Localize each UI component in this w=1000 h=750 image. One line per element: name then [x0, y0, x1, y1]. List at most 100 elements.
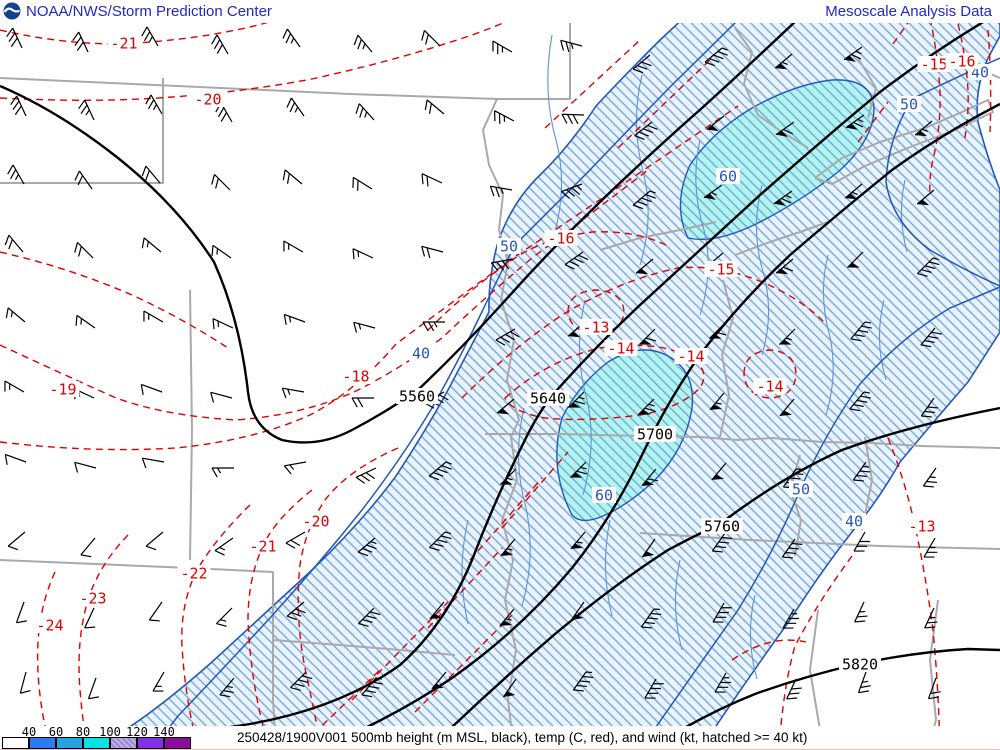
wind-barb [141, 26, 159, 47]
wind-barb [560, 183, 583, 199]
wind-barb [290, 671, 313, 691]
contour-label: -19 [49, 381, 76, 399]
wind-barb [148, 601, 163, 622]
wind-barb [140, 383, 163, 395]
contour-label: -15 [920, 56, 947, 74]
wind-barb [145, 531, 164, 551]
state-border-line [0, 77, 498, 100]
temp-contour-line [469, 477, 543, 561]
state-border-line [809, 609, 821, 727]
temp-contour-line [78, 534, 129, 727]
wind-barb [355, 103, 375, 121]
wind-barb [845, 114, 865, 130]
state-border-line [929, 599, 939, 727]
wind-barb [428, 461, 452, 481]
contour-label: 60 [595, 487, 613, 505]
temp-contour-line [501, 451, 569, 529]
wind-barbs [4, 26, 942, 700]
scale-box [110, 737, 137, 749]
temp-contour-line [929, 23, 941, 193]
state-border-line [0, 78, 164, 184]
temp-contour-line [297, 447, 399, 727]
wind-barb [283, 313, 306, 325]
contour-label: -14 [607, 340, 634, 358]
wind-barb [422, 321, 445, 332]
wind-barb [216, 607, 233, 627]
scale-box [137, 737, 164, 749]
wind-barb [496, 398, 515, 415]
temp-contour-line [617, 57, 713, 149]
isotach-line [885, 57, 1000, 287]
contour-label: 5640 [530, 390, 566, 408]
wind-barb [914, 120, 933, 137]
wind-barb [283, 461, 307, 475]
wind-barb [632, 190, 656, 210]
temp-contour-line [0, 251, 229, 349]
wind-barb [640, 608, 662, 629]
wind-barb [632, 54, 652, 74]
temp-contour-line [544, 39, 641, 129]
contour-label: -20 [302, 513, 329, 531]
state-border-line [272, 639, 456, 656]
state-border-line [734, 221, 829, 256]
wind-barb [781, 538, 803, 559]
wind-barb [7, 164, 25, 185]
temp-contour-line [957, 23, 969, 143]
header-right-link[interactable]: Mesoscale Analysis Data [825, 3, 992, 20]
temp-contour-line [247, 489, 313, 727]
wind-barb [639, 328, 657, 345]
contour-label: 60 [719, 168, 737, 186]
wind-barb [490, 258, 514, 272]
wind-barb [352, 248, 374, 260]
contour-label: -14 [756, 378, 783, 396]
contour-label: 50 [500, 238, 518, 256]
temp-contour-line [987, 29, 992, 133]
wind-barb [143, 310, 164, 323]
wind-barb [570, 531, 586, 550]
wind-barb [75, 314, 96, 329]
wind-speed-scale: 40 60 80 100 120 140 [0, 725, 235, 750]
wind-barb [916, 189, 935, 206]
contour-label: -21 [110, 35, 137, 53]
wind-barb [282, 28, 301, 48]
temp-contour-line [36, 571, 56, 727]
wind-barb [152, 671, 165, 692]
header-title-link[interactable]: NOAA/NWS/Storm Prediction Center [26, 3, 272, 20]
wind-barb [644, 678, 664, 699]
contour-label: -16 [948, 53, 975, 71]
noaa-logo-icon[interactable] [3, 2, 21, 20]
map-caption: 250428/1900V001 500mb height (m MSL, bla… [237, 730, 808, 745]
wind-barb [847, 251, 864, 268]
wind-barb [568, 391, 586, 408]
wind-barb [283, 240, 304, 253]
contour-labels: 4050504060605040-21-20-19-18-20-21-22-23… [33, 35, 992, 674]
contour-label: 40 [845, 513, 863, 531]
state-border-line [857, 57, 877, 119]
wind-barb [4, 453, 27, 465]
wind-barb [917, 257, 940, 277]
height-contour-line [683, 647, 1000, 727]
wind-barb [493, 110, 515, 124]
wind-barb [779, 328, 796, 345]
wind-barb [10, 95, 27, 117]
wind-barb [922, 467, 938, 488]
state-border-line [189, 289, 193, 561]
scale-tick-label: 140 [153, 725, 175, 739]
contour-label: 50 [900, 96, 918, 114]
contour-label: -13 [908, 518, 935, 536]
state-border-line [719, 279, 734, 438]
temp-contour-line [887, 437, 940, 727]
wind-barb [850, 321, 872, 342]
wind-barb [775, 121, 795, 137]
wind-barb [74, 461, 97, 473]
wind-barb [495, 328, 520, 346]
wind-barb [211, 174, 231, 191]
wind-barb [429, 531, 452, 551]
wind-barb [782, 608, 799, 629]
scale-tick-label: 100 [99, 725, 121, 739]
contour-label: -14 [677, 348, 704, 366]
